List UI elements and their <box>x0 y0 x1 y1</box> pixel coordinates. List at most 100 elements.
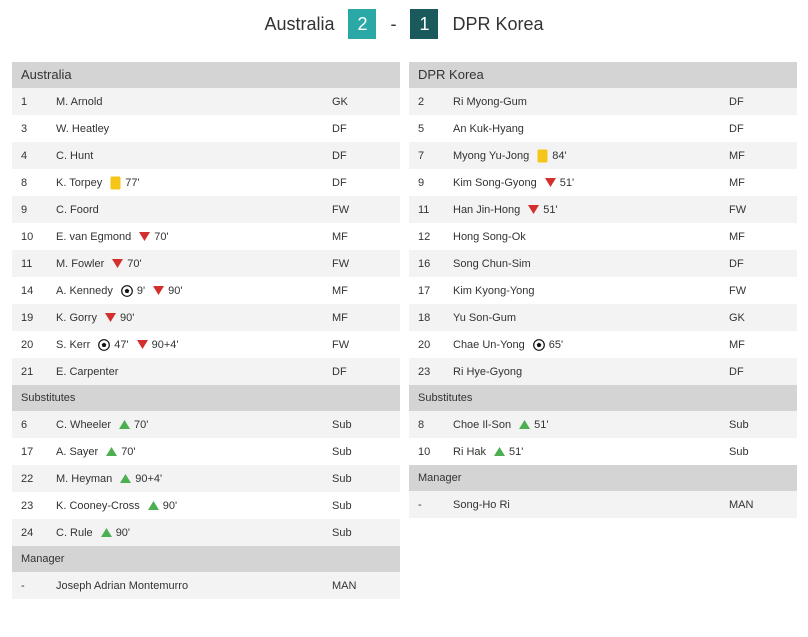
player-name[interactable]: An Kuk-Hyang <box>453 122 524 135</box>
sub-in-icon <box>119 420 131 429</box>
shirt-number: 17 <box>418 284 431 297</box>
shirt-number: - <box>418 498 422 511</box>
away-manager-heading: Manager <box>409 465 797 491</box>
shirt-number: 6 <box>21 418 28 431</box>
event-minute: 51' <box>559 176 575 189</box>
player-name[interactable]: Kim Kyong-Yong <box>453 284 535 297</box>
player-cell: Yu Son-Gum <box>453 312 729 324</box>
player-name[interactable]: C. Hunt <box>56 149 94 162</box>
yellow-card-icon <box>537 149 548 163</box>
player-name[interactable]: A. Sayer <box>56 445 99 458</box>
event-minute: 51' <box>543 203 558 216</box>
shirt-number: 9 <box>418 176 425 189</box>
shirt-number: 20 <box>418 338 431 351</box>
player-cell: Ri Myong-Gum <box>453 96 729 108</box>
player-name[interactable]: K. Gorry <box>56 311 97 324</box>
shirt-number: 8 <box>418 418 425 431</box>
player-position: FW <box>729 203 747 216</box>
player-name[interactable]: Joseph Adrian Montemurro <box>56 579 189 592</box>
player-name[interactable]: Hong Song-Ok <box>453 230 526 243</box>
away-team-name[interactable]: DPR Korea <box>452 13 544 34</box>
shirt-number: 1 <box>21 95 28 108</box>
player-row: - Song-Ho Ri MAN <box>409 491 797 518</box>
player-row: 9 C. Foord FW <box>12 196 400 223</box>
player-position: Sub <box>332 445 352 458</box>
player-row: - Joseph Adrian Montemurro MAN <box>12 572 400 599</box>
sub-out-icon <box>139 232 151 241</box>
match-event: 70' <box>112 258 142 270</box>
player-cell: K. Gorry 90' <box>56 312 332 324</box>
player-name[interactable]: E. van Egmond <box>56 230 132 243</box>
player-position: Sub <box>332 472 352 485</box>
event-minute: 9' <box>136 284 146 297</box>
player-name[interactable]: Ri Hye-Gyong <box>453 365 523 378</box>
player-row: 11 M. Fowler 70' FW <box>12 250 400 277</box>
player-name[interactable]: C. Foord <box>56 203 99 216</box>
event-minute: 51' <box>509 445 524 458</box>
sub-out-icon <box>528 205 540 214</box>
home-team-name[interactable]: Australia <box>264 13 335 34</box>
player-name[interactable]: M. Heyman <box>56 472 113 485</box>
player-cell: M. Fowler 70' <box>56 258 332 270</box>
player-name[interactable]: Han Jin-Hong <box>453 203 521 216</box>
player-cell: K. Torpey 77' <box>56 176 332 190</box>
home-lineup: Australia 1 M. Arnold GK 3 W. Heatley DF 4 C. H… <box>12 62 400 599</box>
match-header: Australia 2 - 1 DPR Korea <box>0 0 808 48</box>
home-subs-list: 6 C. Wheeler 70' Sub 17 A. Sayer 70' Sub 22 M. He… <box>12 411 400 546</box>
match-event: 70' <box>106 446 136 458</box>
score-separator: - <box>390 13 397 34</box>
event-minute: 90+4' <box>135 472 163 485</box>
player-name[interactable]: M. Fowler <box>56 257 105 270</box>
match-event: 90' <box>153 285 182 297</box>
player-position: DF <box>729 365 744 378</box>
home-team-heading: Australia <box>12 62 400 88</box>
player-name[interactable]: Myong Yu-Jong <box>453 149 530 162</box>
player-name[interactable]: C. Wheeler <box>56 418 112 431</box>
match-event: 51' <box>519 419 548 431</box>
shirt-number: 12 <box>418 230 431 243</box>
player-row: 24 C. Rule 90' Sub <box>12 519 400 546</box>
player-name[interactable]: A. Kennedy <box>56 284 113 297</box>
player-name[interactable]: W. Heatley <box>56 122 110 135</box>
player-name[interactable]: Choe Il-Son <box>453 418 512 431</box>
player-row: 17 A. Sayer 70' Sub <box>12 438 400 465</box>
player-row: 23 K. Cooney-Cross 90' Sub <box>12 492 400 519</box>
player-row: 18 Yu Son-Gum GK <box>409 304 797 331</box>
match-event: 90' <box>147 500 177 512</box>
player-name[interactable]: Chae Un-Yong <box>453 338 525 351</box>
player-name[interactable]: S. Kerr <box>56 338 91 351</box>
player-cell: M. Arnold <box>56 96 332 108</box>
player-position: MF <box>332 230 348 243</box>
player-name[interactable]: K. Torpey <box>56 176 103 189</box>
player-row: 3 W. Heatley DF <box>12 115 400 142</box>
sub-out-icon <box>104 313 116 322</box>
player-cell: A. Kennedy 9' 90' <box>56 285 332 297</box>
player-cell: Ri Hye-Gyong <box>453 366 729 378</box>
player-row: 16 Song Chun-Sim DF <box>409 250 797 277</box>
match-event: 90' <box>104 312 134 324</box>
player-position: FW <box>332 338 350 351</box>
match-event: 90+4' <box>136 339 178 351</box>
player-name[interactable]: Kim Song-Gyong <box>453 176 537 189</box>
player-cell: M. Heyman 90+4' <box>56 473 332 485</box>
player-name[interactable]: C. Rule <box>56 526 93 539</box>
player-name[interactable]: Song-Ho Ri <box>453 498 510 511</box>
shirt-number: 24 <box>21 526 34 539</box>
player-name[interactable]: M. Arnold <box>56 95 103 108</box>
event-minute: 65' <box>548 338 564 351</box>
shirt-number: 5 <box>418 122 425 135</box>
player-position: MF <box>729 230 745 243</box>
player-row: 10 Ri Hak 51' Sub <box>409 438 797 465</box>
match-event: 65' <box>532 338 564 351</box>
player-name[interactable]: Ri Hak <box>453 445 487 458</box>
shirt-number: 10 <box>418 445 431 458</box>
player-name[interactable]: Song Chun-Sim <box>453 257 531 270</box>
player-name[interactable]: E. Carpenter <box>56 365 119 378</box>
shirt-number: 10 <box>21 230 34 243</box>
player-name[interactable]: Yu Son-Gum <box>453 311 516 324</box>
player-name[interactable]: K. Cooney-Cross <box>56 499 140 512</box>
player-position: Sub <box>332 499 352 512</box>
player-row: 8 K. Torpey 77' DF <box>12 169 400 196</box>
player-name[interactable]: Ri Myong-Gum <box>453 95 527 108</box>
player-row: 23 Ri Hye-Gyong DF <box>409 358 797 385</box>
